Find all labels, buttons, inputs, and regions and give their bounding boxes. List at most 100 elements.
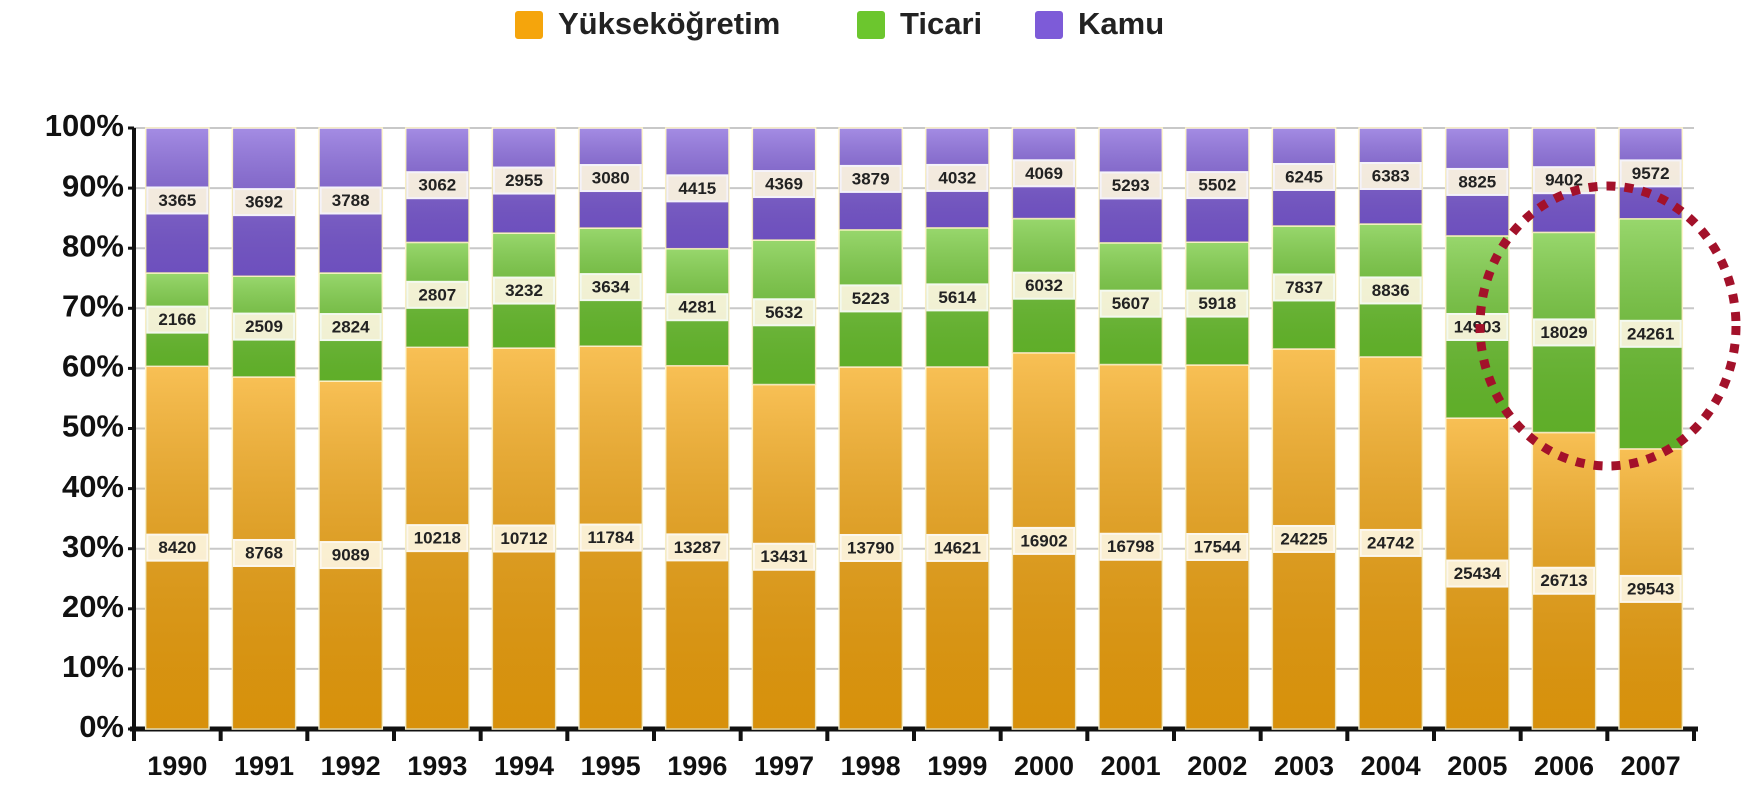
data-label: 3788	[332, 191, 370, 210]
data-label-box	[1186, 171, 1249, 200]
data-label: 5223	[852, 289, 890, 308]
data-label-box	[1533, 318, 1595, 347]
data-label: 8420	[158, 538, 196, 557]
data-label-box	[1619, 574, 1682, 603]
data-label-box	[1359, 276, 1422, 305]
data-label-box	[666, 174, 729, 203]
data-label: 17544	[1194, 537, 1242, 556]
data-label: 6383	[1372, 166, 1410, 185]
data-label: 16798	[1107, 537, 1154, 556]
data-label-box	[579, 273, 642, 302]
data-label: 3634	[592, 278, 630, 297]
data-label: 8825	[1458, 172, 1496, 191]
data-label-box	[1013, 159, 1075, 188]
data-label-box	[839, 164, 902, 193]
data-label: 13431	[760, 547, 807, 566]
data-label: 13287	[674, 538, 721, 557]
y-tick-label: 50%	[62, 409, 124, 444]
data-label-box	[319, 541, 382, 570]
data-label-box	[1533, 566, 1595, 595]
x-tick-label: 2001	[1101, 751, 1161, 781]
data-label: 6032	[1025, 276, 1063, 295]
data-label: 24742	[1367, 533, 1414, 552]
data-label: 24261	[1627, 324, 1674, 343]
data-label: 9572	[1632, 164, 1670, 183]
data-label-box	[1446, 167, 1509, 196]
data-label: 4415	[678, 179, 716, 198]
data-label-box	[1013, 526, 1075, 555]
data-label: 2955	[505, 171, 543, 190]
data-label: 3232	[505, 281, 543, 300]
data-label: 5502	[1198, 176, 1236, 195]
data-label: 10218	[414, 529, 461, 548]
data-label: 2509	[245, 317, 283, 336]
x-tick-label: 2005	[1447, 751, 1507, 781]
legend-label: Kamu	[1078, 6, 1164, 41]
data-label: 10712	[500, 529, 547, 548]
x-tick-label: 1999	[927, 751, 987, 781]
data-label-box	[579, 523, 642, 552]
data-label: 8768	[245, 543, 283, 562]
data-label-box	[493, 166, 555, 195]
data-label: 3062	[418, 176, 456, 195]
y-tick-label: 60%	[62, 349, 124, 384]
data-label-box	[839, 533, 902, 562]
x-tick-label: 1991	[234, 751, 294, 781]
x-tick-label: 1995	[581, 751, 641, 781]
data-label-box	[1446, 559, 1509, 588]
y-tick-label: 10%	[62, 649, 124, 684]
x-tick-label: 2004	[1361, 751, 1421, 781]
legend-swatch	[1033, 9, 1065, 41]
legend-swatch	[855, 9, 887, 41]
x-tick-label: 1997	[754, 751, 814, 781]
data-label: 2807	[418, 285, 456, 304]
y-tick-label: 20%	[62, 589, 124, 624]
data-label-box	[406, 280, 469, 309]
data-label-box	[1273, 273, 1335, 302]
data-label-box	[839, 284, 902, 313]
data-label: 4369	[765, 175, 803, 194]
y-tick-label: 0%	[79, 709, 124, 744]
data-label: 3080	[592, 169, 630, 188]
data-label-box	[1273, 524, 1335, 553]
data-label-box	[1186, 289, 1249, 318]
grid: 0% 10% 20% 30% 40% 50% 60% 70% 80% 90% 100%	[45, 108, 1698, 744]
x-tick-label: 1992	[321, 751, 381, 781]
data-label: 7837	[1285, 278, 1323, 297]
data-label-box	[1186, 532, 1249, 561]
data-label: 6245	[1285, 167, 1323, 186]
legend-label: Ticari	[900, 6, 982, 41]
data-label-box	[233, 312, 295, 341]
data-label: 5614	[938, 288, 976, 307]
data-label-box	[1619, 319, 1682, 348]
data-label: 5607	[1112, 294, 1150, 313]
data-label: 26713	[1540, 571, 1587, 590]
data-label: 8836	[1372, 281, 1410, 300]
data-label: 11784	[587, 528, 634, 547]
data-label-box	[146, 305, 209, 334]
data-label-box	[666, 293, 729, 322]
data-label: 16902	[1020, 531, 1067, 550]
data-label-box	[666, 533, 729, 562]
x-tick-label: 1996	[667, 751, 727, 781]
data-label-box	[579, 164, 642, 193]
data-label-box	[753, 170, 815, 199]
y-tick-label: 80%	[62, 228, 124, 263]
data-label: 2824	[332, 318, 370, 337]
data-label: 5293	[1112, 176, 1150, 195]
y-tick-label: 30%	[62, 529, 124, 564]
data-label-box	[926, 163, 989, 192]
y-tick-label: 70%	[62, 288, 124, 323]
legend-label: Yükseköğretim	[558, 6, 780, 41]
data-label: 18029	[1540, 323, 1587, 342]
data-label: 2166	[158, 310, 196, 329]
data-label-box	[1099, 171, 1162, 200]
x-tick-label: 1990	[147, 751, 207, 781]
data-label: 29543	[1627, 579, 1674, 598]
data-label: 4069	[1025, 164, 1063, 183]
data-label-box	[319, 313, 382, 342]
data-label: 3879	[852, 169, 890, 188]
data-label-box	[146, 533, 209, 562]
data-label-box	[753, 298, 815, 327]
